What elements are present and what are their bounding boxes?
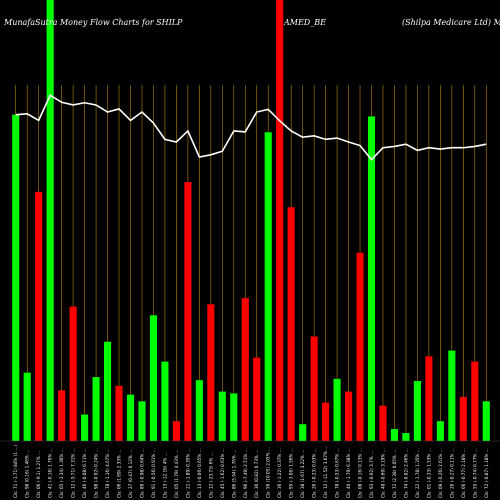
bar: [195, 380, 203, 441]
bar: [35, 191, 43, 441]
bar: [356, 252, 364, 441]
x-tick-label: Cls: 98 (-0.92) 0.24% ...: [94, 448, 99, 498]
x-tick-label: Cls: 45 (-1.62) 0.63% ...: [220, 448, 225, 498]
chart-title-right: (Shilpa Medicare Ltd) Ma: [402, 18, 500, 27]
money-flow-line: [15, 94, 487, 161]
bar: [299, 424, 307, 441]
x-tick-label: Cls: 40 (-1.79) 6.38% ...: [346, 448, 351, 498]
bar: [413, 381, 421, 441]
x-tick-label: Cls: 36 (-1.22) 0.37% ...: [277, 448, 282, 498]
x-tick-label: Cls: 09 (-0.26) 2.61% ...: [438, 448, 443, 498]
bar: [172, 421, 180, 441]
bar: [149, 315, 158, 441]
x-tick-label: Cls: 26 (-0.23) 0.63% ...: [312, 448, 317, 498]
x-tick-label: Cls: 96 (-7.49) 2.51% ...: [243, 448, 248, 498]
bar: [436, 421, 444, 441]
bar: [333, 378, 341, 441]
x-tick-label: Cls: 72 (-0.87) 1.18% ...: [484, 448, 489, 498]
x-tick-label: Cls: 13 (-0.06) 0.65% ...: [197, 448, 202, 498]
x-tick-label: Cls: 46 (-0.08) 0.71% ...: [82, 448, 87, 498]
bar: [92, 377, 100, 441]
x-tick-label: Cls: 05 (-2.34) 1.36% ...: [59, 448, 64, 498]
x-tick-label: Cls: 26 (-0.27) 0.11% ...: [449, 448, 454, 498]
x-tick-label: Cls: 01 (-0.33) 1.53% ...: [426, 448, 431, 498]
bar: [402, 433, 410, 441]
x-tick-label: Cls: 48 (-0.69) 3.19% ...: [380, 448, 385, 498]
bar: [115, 385, 123, 441]
bar: [322, 402, 330, 441]
x-tick-label: Cls: 86 (5.94) 1.76% ...: [231, 450, 236, 498]
x-tick-label: Cls: 30 (0.82) 0.73% ...: [254, 450, 259, 498]
bar: [12, 114, 20, 441]
x-tick-label: Cls: 55 (-0.74) 0.77% ...: [472, 448, 477, 498]
chart-title-center: AMED_BE: [283, 18, 326, 27]
bar: [471, 361, 479, 441]
x-tick-label: Cls: 89 (-0.98) 0.64% ...: [139, 448, 144, 498]
bar: [46, 0, 54, 441]
x-tick-label: Cls: 08 (-0.16) 0.13% ...: [358, 448, 363, 498]
x-tick-labels: Cls: 71 (-1.71) 84% (1 ...) Cls: 98 (0.16…: [13, 445, 489, 498]
bar: [276, 0, 284, 441]
bar: [459, 396, 467, 441]
bar: [230, 393, 238, 441]
bar: [287, 207, 295, 441]
chart-title-left: MunafaSutra Money Flow Charts for SHILP: [3, 18, 183, 27]
bar: [161, 361, 169, 441]
x-tick-label: Cls: 78 (-0.53) 0.67% ...: [335, 448, 340, 498]
x-tick-label: Cls: 93 (-0.92) 3.7% ...: [369, 451, 374, 498]
x-tick-label: Cls: 56 (10.05) 2.05% ...: [266, 447, 271, 498]
x-tick-label: Cls: 95 (-3.06) 1.56% ...: [289, 448, 294, 498]
bar-series: [12, 0, 490, 442]
x-tick-label: Cls: 12 (-11.52) 3.67% ...: [323, 446, 328, 498]
x-tick-label: Cls: 22 (-1.78) 1.35% ...: [415, 448, 420, 498]
bar: [367, 116, 376, 441]
bar: [344, 391, 353, 441]
bar: [390, 429, 399, 441]
bar: [482, 401, 490, 441]
bar: [425, 356, 433, 441]
bar: [23, 372, 31, 441]
bar: [253, 357, 261, 441]
x-tick-label: Cls: 74 (-0.82) 2.46% ...: [403, 448, 408, 498]
x-tick-label: Cls: 27 (0.47) 0.12% ...: [128, 450, 133, 498]
x-tick-label: Cls: 13 (-12.16) 4% ...: [162, 452, 167, 498]
x-tick-label: Cls: 12 (-23.73) 6% ...: [208, 452, 213, 498]
x-tick-label: Cls: 66 (-0.77) 2.18% ...: [461, 448, 466, 498]
bar: [379, 405, 387, 441]
bar: [241, 298, 249, 441]
x-tick-label: Cls: 91 (-0.56) 0.91% ...: [151, 448, 156, 498]
bar: [81, 414, 89, 441]
x-tick-label: Cls: 71 (-1.71) 84% (1 ...): [13, 445, 18, 498]
bar: [310, 336, 318, 441]
x-tick-label: Cls: 06 (1.69) 2.33% ...: [117, 450, 122, 498]
bar: [138, 401, 146, 441]
x-tick-label: Cls: 05 (1.79) 4.43% ...: [174, 450, 179, 498]
x-tick-label: Cls: 98 (0.16) 1.46% ...: [25, 450, 30, 498]
bar: [69, 306, 77, 441]
bar: [207, 304, 215, 441]
bar: [58, 390, 66, 441]
bar: [264, 132, 272, 442]
bar: [126, 394, 135, 441]
x-tick-label: Cls: 78 (-1.16) 4.67% ...: [105, 448, 110, 498]
x-tick-label: Cls: 72 (2.38) 0.05% ...: [392, 450, 397, 498]
bar: [218, 391, 226, 441]
bar: [184, 182, 192, 441]
x-tick-label: Cls: 06 (-9.1) 1.27% ...: [36, 451, 41, 498]
bar: [103, 341, 112, 441]
x-tick-label: Cls: 12 (-5.71) 7.31% ...: [71, 448, 76, 498]
x-tick-label: Cls: 38 (1.67) 3.22% ...: [300, 450, 305, 498]
x-tick-label: Cls: 41 (-0.16) 1.76% ...: [48, 448, 53, 498]
bar: [448, 350, 456, 441]
x-tick-label: Cls: 21 (-1.89) 0.35% ...: [185, 448, 190, 498]
